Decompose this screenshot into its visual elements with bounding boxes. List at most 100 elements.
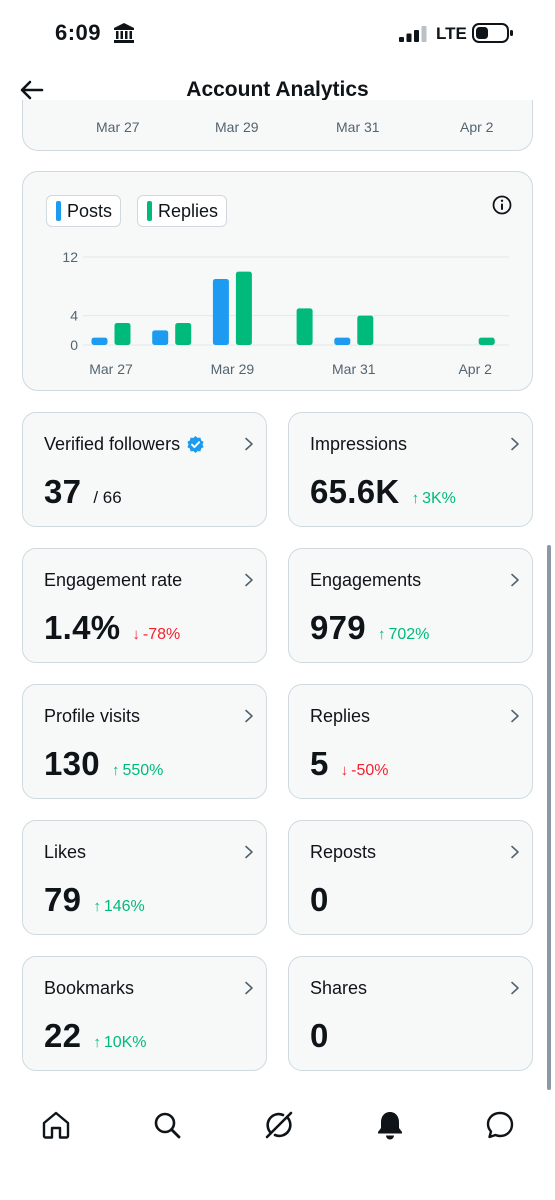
bar-posts-mar-28[interactable] [152, 330, 169, 345]
metric-change: ↑ 10K% [93, 1034, 146, 1052]
metric-value-row: 5 ↓ -50% [310, 745, 389, 783]
metric-value: 22 [44, 1017, 82, 1054]
chevron-right-icon [245, 845, 253, 859]
y-tick-label: 12 [62, 249, 78, 265]
x-tick-label: Mar 27 [96, 119, 140, 135]
metric-value: 5 [310, 745, 329, 782]
arrow-up-icon: ↑ [93, 898, 101, 915]
metric-label-text: Verified followers [44, 434, 181, 454]
legend-posts[interactable]: Posts [46, 195, 122, 227]
metric-tile[interactable]: Replies 5 ↓ -50% [288, 684, 533, 799]
x-tick-label: Mar 31 [332, 361, 376, 377]
search-icon[interactable] [151, 1109, 183, 1141]
metric-value-row: 79 ↑ 146% [44, 881, 145, 919]
arrow-up-icon: ↑ [93, 1034, 101, 1051]
bar-replies-mar-27[interactable] [114, 323, 131, 345]
metric-change-text: 550% [122, 761, 164, 779]
page-title: Account Analytics [186, 78, 369, 101]
x-tick-label: Apr 2 [458, 361, 492, 377]
metric-label-text: Profile visits [44, 706, 141, 726]
chevron-right-icon [245, 437, 253, 451]
metric-tile[interactable]: Profile visits 130 ↑ 550% [22, 684, 267, 799]
bar-replies-mar-30[interactable] [296, 308, 313, 345]
metric-value: 65.6K [310, 473, 400, 510]
metric-value: 37 [44, 473, 82, 510]
bank-icon [114, 23, 134, 43]
x-tick-label: Mar 31 [336, 119, 380, 135]
metric-value-row: 130 ↑ 550% [44, 745, 163, 783]
metric-value: 79 [44, 881, 82, 918]
metric-tile[interactable]: Likes 79 ↑ 146% [22, 820, 267, 935]
x-tick-label: Mar 29 [215, 119, 259, 135]
y-tick-label: 4 [70, 308, 78, 324]
chevron-right-icon [511, 845, 519, 859]
bar-replies-mar-28[interactable] [175, 323, 192, 345]
status-bar: 6:09 LTE [0, 0, 555, 66]
metric-value-row: 979 ↑ 702% [310, 609, 429, 647]
home-icon[interactable] [40, 1109, 72, 1141]
metric-total: / 66 [93, 488, 122, 507]
metric-tile[interactable]: Reposts 0 [288, 820, 533, 935]
grok-icon[interactable] [263, 1109, 295, 1141]
metric-label: Bookmarks [44, 978, 134, 999]
metric-label: Shares [310, 978, 367, 999]
arrow-up-icon: ↑ [377, 626, 386, 643]
activity-bar-chart: 12 4 0 Mar 27 Mar 29 Mar 31 Apr 2 [62, 249, 509, 377]
metric-label: Likes [44, 842, 86, 863]
arrow-up-icon: ↑ [111, 762, 120, 779]
arrow-down-icon: ↓ [132, 626, 140, 643]
metric-label: Reposts [310, 842, 376, 863]
metric-label-text: Replies [310, 706, 371, 726]
bar-posts-mar-27[interactable] [91, 337, 108, 345]
legend-replies[interactable]: Replies [137, 195, 228, 227]
back-arrow-icon[interactable] [18, 76, 46, 104]
bar-replies-apr-2[interactable] [478, 337, 495, 345]
metric-tile[interactable]: Engagement rate 1.4% ↓ -78% [22, 548, 267, 663]
metric-value: 130 [44, 745, 100, 782]
metric-label: Verified followers [44, 434, 205, 455]
bar-replies-mar-29[interactable] [235, 271, 252, 345]
bar-posts-mar-29[interactable] [212, 279, 229, 345]
metric-label-text: Likes [44, 842, 87, 862]
metric-value: 1.4% [44, 609, 121, 646]
chevron-right-icon [511, 709, 519, 723]
legend-label: Replies [158, 200, 219, 221]
metric-change-text: 146% [103, 897, 145, 915]
metric-change: ↑ 702% [378, 626, 429, 644]
metric-tile[interactable]: Shares 0 [288, 956, 533, 1071]
metric-value-row: 0 [310, 881, 329, 919]
metric-tile[interactable]: Verified followers 37 / 66 [22, 412, 267, 527]
chevron-right-icon [511, 573, 519, 587]
metric-label: Engagement rate [44, 570, 182, 591]
notifications-icon[interactable] [374, 1109, 406, 1141]
legend-label: Posts [67, 200, 113, 221]
scrollbar-thumb[interactable] [547, 545, 551, 1090]
metric-tile[interactable]: Engagements 979 ↑ 702% [288, 548, 533, 663]
metric-change-text: 10K% [103, 1033, 147, 1051]
bar-posts-mar-31[interactable] [334, 337, 351, 345]
metric-change-text: 702% [388, 625, 430, 643]
metric-value-row: 65.6K ↑ 3K% [310, 473, 456, 511]
arrow-up-icon: ↑ [411, 490, 420, 507]
chevron-right-icon [511, 437, 519, 451]
chevron-right-icon [511, 981, 519, 995]
x-tick-label: Mar 29 [211, 361, 255, 377]
metric-tile[interactable]: Bookmarks 22 ↑ 10K% [22, 956, 267, 1071]
metric-tile[interactable]: Impressions 65.6K ↑ 3K% [288, 412, 533, 527]
metric-change-text: 3K% [422, 489, 456, 507]
info-icon[interactable] [491, 194, 513, 216]
bar-replies-mar-31[interactable] [357, 315, 374, 345]
metric-change: ↑ 146% [93, 898, 144, 916]
header: Account Analytics [0, 66, 555, 116]
activity-chart-card: Posts Replies 12 4 0 Mar 27 Mar 29 Mar 31 Apr … [22, 171, 533, 391]
battery-icon [472, 23, 513, 43]
metric-change-text: -78% [142, 625, 181, 643]
metric-label-text: Engagement rate [44, 570, 183, 590]
metric-value: 979 [310, 609, 366, 646]
metric-value-row: 0 [310, 1017, 329, 1055]
metric-label-text: Reposts [310, 842, 377, 862]
x-tick-label: Apr 2 [460, 119, 494, 135]
metric-value-row: 37 / 66 [44, 473, 122, 511]
metric-value: 0 [310, 1017, 329, 1054]
messages-icon[interactable] [484, 1109, 516, 1141]
